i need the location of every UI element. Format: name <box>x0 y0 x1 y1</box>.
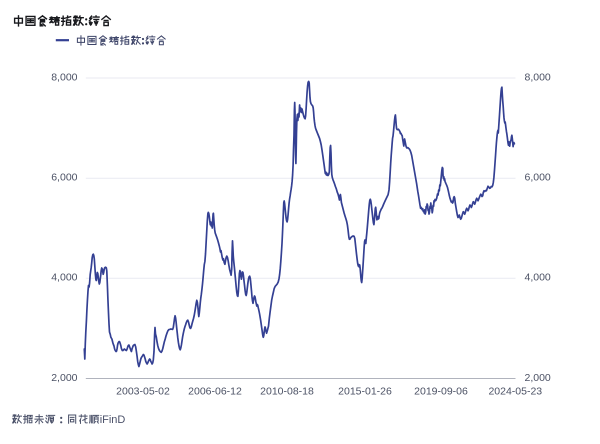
svg-text:2,000: 2,000 <box>51 372 77 384</box>
svg-text:8,000: 8,000 <box>51 71 77 83</box>
svg-text:2024-05-23: 2024-05-23 <box>488 385 542 397</box>
svg-text:2010-08-18: 2010-08-18 <box>260 385 314 397</box>
svg-text:8,000: 8,000 <box>525 71 551 83</box>
svg-text:6,000: 6,000 <box>51 172 77 184</box>
svg-text:iFinD: iFinD <box>100 414 126 426</box>
svg-text:4,000: 4,000 <box>51 272 77 284</box>
svg-text:2003-05-02: 2003-05-02 <box>116 385 170 397</box>
svg-text:2,000: 2,000 <box>525 372 551 384</box>
svg-text:2006-06-12: 2006-06-12 <box>188 385 242 397</box>
svg-text:2019-09-06: 2019-09-06 <box>414 385 468 397</box>
svg-text:6,000: 6,000 <box>525 172 551 184</box>
svg-text:4,000: 4,000 <box>525 272 551 284</box>
svg-text:2015-01-26: 2015-01-26 <box>338 385 392 397</box>
